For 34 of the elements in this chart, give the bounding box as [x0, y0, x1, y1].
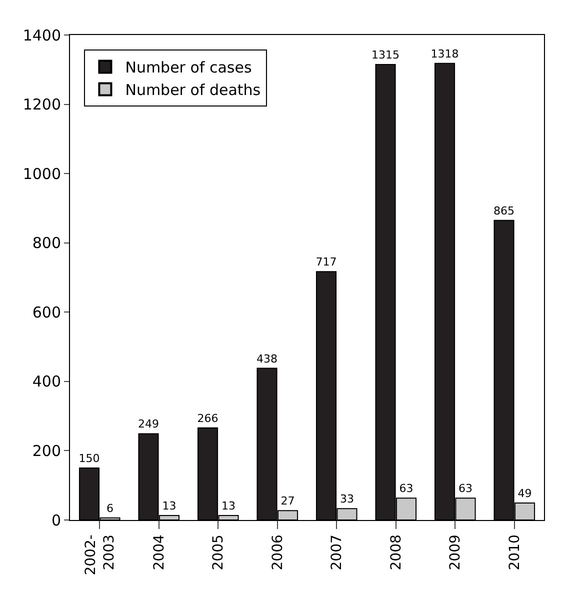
y-tick-label: 600 — [32, 303, 61, 322]
data-label: 1315 — [372, 48, 400, 62]
x-tick-label: 2007 — [329, 534, 346, 570]
data-label: 49 — [518, 487, 532, 500]
y-tick-label: 800 — [32, 234, 61, 252]
data-label: 1318 — [430, 47, 459, 60]
data-label: 63 — [399, 482, 414, 496]
data-label: 33 — [340, 492, 354, 506]
data-label: 150 — [78, 452, 100, 466]
x-tick-label: 2006 — [270, 534, 286, 570]
data-label: 717 — [316, 256, 337, 269]
x-tick-label: 2002- 2003 — [83, 534, 118, 576]
y-tick-label: 0 — [51, 511, 61, 530]
data-label: 13 — [221, 500, 236, 512]
y-tick-label: 400 — [32, 372, 61, 391]
data-label: 249 — [138, 418, 160, 431]
data-label: 13 — [162, 500, 176, 512]
data-label: 266 — [197, 412, 218, 425]
y-tick-label: 1400 — [22, 26, 61, 44]
y-tick-label: 200 — [32, 442, 61, 460]
legend-label: Number of deaths — [125, 81, 261, 100]
y-tick-label: 1200 — [22, 96, 61, 114]
data-label: 865 — [494, 204, 515, 218]
x-tick-label: 2008 — [388, 534, 404, 570]
y-tick-label: 1000 — [22, 164, 61, 183]
legend-label: Number of cases — [125, 58, 252, 77]
data-label: 6 — [106, 502, 114, 515]
x-tick-label: 2004 — [151, 534, 168, 570]
x-tick-label: 2009 — [448, 534, 464, 570]
data-label: 63 — [458, 482, 472, 496]
x-tick-label: 2005 — [210, 534, 227, 570]
data-label: 438 — [256, 352, 278, 366]
data-label: 27 — [280, 494, 295, 508]
x-tick-label: 2010 — [506, 534, 523, 570]
